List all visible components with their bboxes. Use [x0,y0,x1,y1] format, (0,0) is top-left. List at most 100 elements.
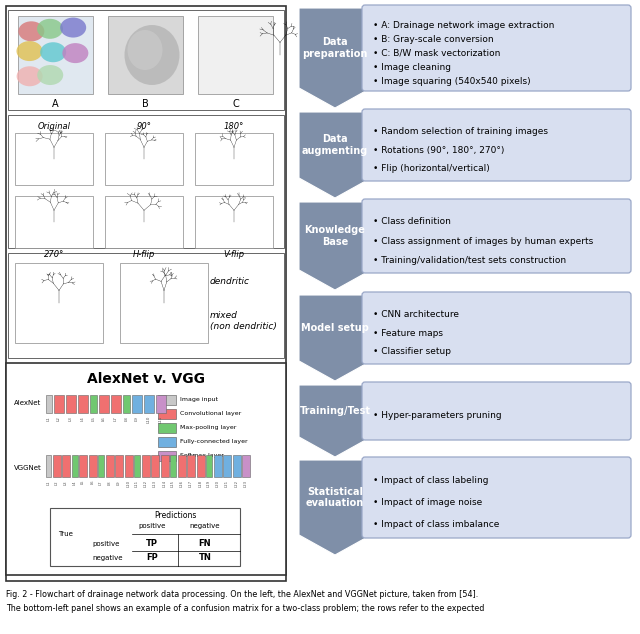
FancyBboxPatch shape [134,455,140,477]
Text: L1: L1 [47,416,51,421]
FancyBboxPatch shape [54,395,64,413]
Text: • Class definition: • Class definition [373,217,451,226]
Polygon shape [299,202,371,290]
Text: • Feature maps: • Feature maps [373,328,443,337]
Text: L15: L15 [171,480,175,487]
Text: FN: FN [198,540,211,548]
Text: L8: L8 [125,416,129,421]
Text: L12: L12 [143,480,147,487]
FancyBboxPatch shape [158,437,176,447]
Text: • A: Drainage network image extraction: • A: Drainage network image extraction [373,20,554,30]
Text: AlexNet: AlexNet [14,400,41,406]
FancyBboxPatch shape [105,196,183,248]
FancyBboxPatch shape [196,455,205,477]
Text: L5: L5 [81,480,85,484]
Text: L20: L20 [216,480,220,487]
Text: • CNN architecture: • CNN architecture [373,310,459,319]
Text: L14: L14 [163,480,166,487]
Text: L23: L23 [244,480,248,487]
FancyBboxPatch shape [362,5,631,91]
Text: negative: negative [189,523,220,529]
Text: L8: L8 [108,480,111,484]
FancyBboxPatch shape [125,455,132,477]
FancyBboxPatch shape [62,455,70,477]
Ellipse shape [17,67,43,86]
Ellipse shape [60,18,86,37]
FancyBboxPatch shape [232,455,241,477]
Text: L10: L10 [127,480,131,487]
Text: The bottom-left panel shows an example of a confusion matrix for a two-class pro: The bottom-left panel shows an example o… [6,604,484,613]
FancyBboxPatch shape [46,395,52,413]
Text: L21: L21 [225,480,229,487]
FancyBboxPatch shape [198,16,273,94]
FancyBboxPatch shape [144,395,154,413]
Text: Knowledge
Base: Knowledge Base [305,225,365,247]
Text: 90°: 90° [136,122,152,131]
FancyBboxPatch shape [242,455,250,477]
Text: C: C [232,99,239,109]
Text: Softmax layer: Softmax layer [180,453,224,458]
Text: L2: L2 [54,480,58,484]
FancyBboxPatch shape [50,508,240,566]
Text: L4: L4 [72,480,77,484]
Text: • Impact of image noise: • Impact of image noise [373,498,483,507]
FancyBboxPatch shape [66,395,76,413]
Polygon shape [299,385,371,457]
Text: • Class assignment of images by human experts: • Class assignment of images by human ex… [373,236,593,245]
Text: TN: TN [198,553,211,562]
FancyBboxPatch shape [132,395,142,413]
Text: • C: B/W mask vectorization: • C: B/W mask vectorization [373,48,500,58]
Text: • Rotations (90°, 180°, 270°): • Rotations (90°, 180°, 270°) [373,145,504,155]
FancyBboxPatch shape [15,263,103,343]
Text: L7: L7 [99,480,103,484]
Text: 180°: 180° [224,122,244,131]
Ellipse shape [127,30,163,70]
Polygon shape [299,8,371,108]
Text: FP: FP [146,553,158,562]
Text: Model setup: Model setup [301,323,369,333]
Text: L17: L17 [189,480,193,487]
Ellipse shape [19,22,44,41]
Ellipse shape [37,65,63,85]
FancyBboxPatch shape [106,455,113,477]
Text: V-flip: V-flip [223,250,244,259]
Text: 270°: 270° [44,250,64,259]
FancyBboxPatch shape [158,423,176,433]
Text: L11: L11 [159,416,163,424]
Text: Image input: Image input [180,398,218,403]
FancyBboxPatch shape [8,115,284,248]
Text: Original: Original [38,122,70,131]
Text: • Flip (horizontal/vertical): • Flip (horizontal/vertical) [373,164,490,173]
Text: L18: L18 [198,480,202,487]
Ellipse shape [125,25,179,85]
Text: • Impact of class labeling: • Impact of class labeling [373,476,488,486]
Text: L6: L6 [90,480,95,484]
Text: Data
preparation: Data preparation [302,37,368,59]
FancyBboxPatch shape [6,6,286,581]
Text: True: True [58,531,73,537]
FancyBboxPatch shape [15,196,93,248]
Text: TP: TP [146,540,158,548]
Text: L3: L3 [64,480,68,484]
FancyBboxPatch shape [8,253,284,358]
Text: dendritic: dendritic [210,276,250,285]
Ellipse shape [17,41,42,61]
FancyBboxPatch shape [158,395,176,405]
Text: Fig. 2 - Flowchart of drainage network data processing. On the left, the AlexNet: Fig. 2 - Flowchart of drainage network d… [6,590,478,599]
Ellipse shape [62,43,88,63]
Text: Statistical
evaluation: Statistical evaluation [306,487,364,508]
FancyBboxPatch shape [156,395,166,413]
Text: B: B [142,99,149,109]
FancyBboxPatch shape [158,451,176,461]
Text: Max-pooling layer: Max-pooling layer [180,425,236,430]
Text: L7: L7 [114,416,118,421]
FancyBboxPatch shape [115,455,123,477]
Polygon shape [299,460,371,555]
FancyBboxPatch shape [78,395,88,413]
Text: L22: L22 [234,480,239,487]
FancyBboxPatch shape [52,455,61,477]
Text: L3: L3 [69,416,73,421]
FancyBboxPatch shape [111,395,121,413]
FancyBboxPatch shape [6,363,286,575]
Text: L4: L4 [81,416,85,421]
